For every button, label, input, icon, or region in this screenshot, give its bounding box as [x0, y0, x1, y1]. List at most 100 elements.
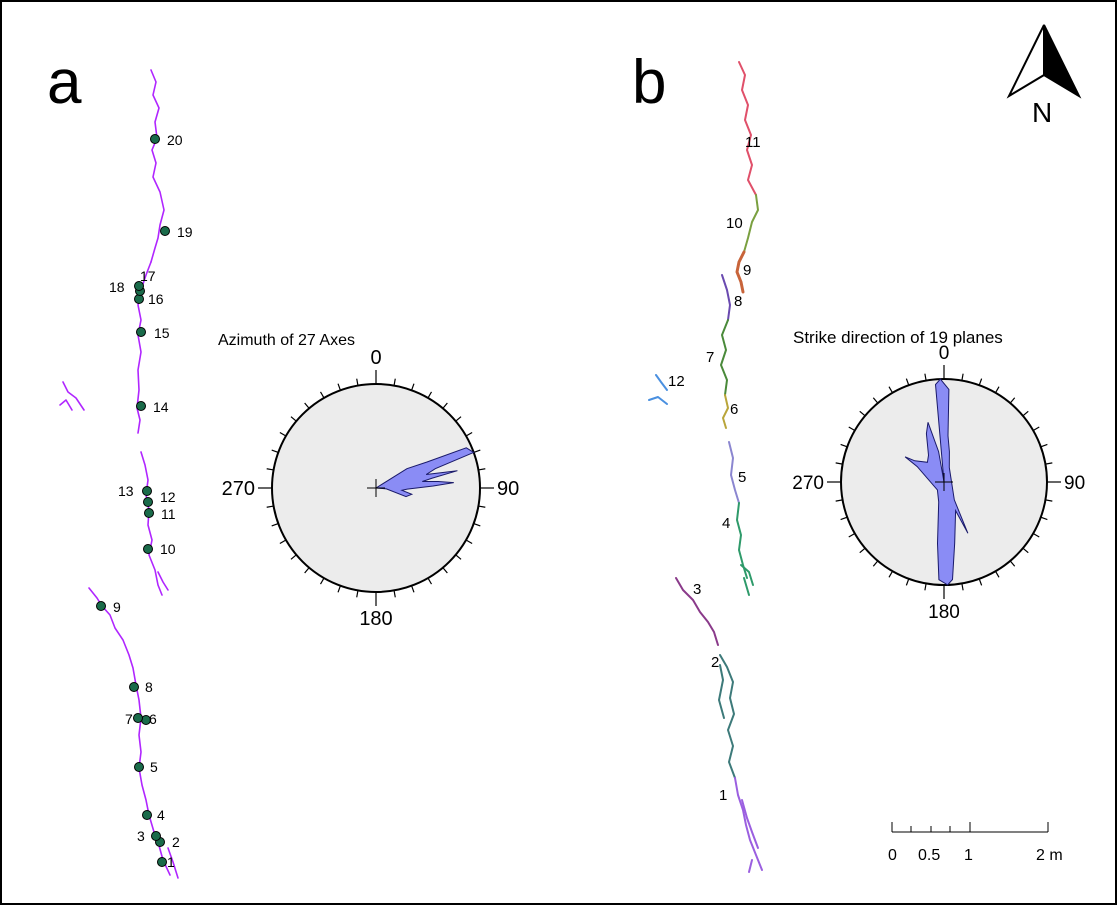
rose-tick [994, 570, 1000, 578]
rose-tick [888, 570, 894, 578]
rose-tick [455, 554, 462, 560]
sample-point-label: 13 [118, 483, 134, 499]
sample-point [143, 544, 153, 554]
rose-a-title: Azimuth of 27 Axes [218, 332, 355, 349]
north-label: N [1032, 97, 1052, 128]
rose-tick [271, 523, 279, 527]
segment-label: 8 [734, 293, 742, 310]
rose-label-n: 0 [370, 347, 381, 369]
scale-label-0-5: 0.5 [918, 847, 940, 864]
sample-point [134, 762, 144, 772]
rose-tick [442, 567, 448, 574]
rose-tick [442, 402, 448, 409]
rose-tick [319, 577, 325, 585]
sample-point-label: 10 [160, 541, 176, 557]
sample-point [96, 601, 106, 611]
fracture-segment-12 [655, 374, 668, 391]
rose-tick [393, 590, 396, 598]
fracture-segment-11 [738, 61, 757, 196]
sample-point [151, 831, 161, 841]
sample-point [150, 134, 160, 144]
fracture-trace [150, 69, 165, 263]
fracture-segment-1 [734, 777, 763, 871]
fracture-segment-9 [735, 250, 746, 294]
rose-tick [465, 431, 473, 437]
fracture-segment-1 [741, 799, 759, 849]
rose-tick [840, 443, 848, 448]
panel-letter-a: a [47, 48, 82, 117]
rose-tick [427, 577, 433, 585]
segment-label: 12 [668, 373, 685, 390]
rose-tick [1040, 443, 1048, 448]
rose-tick [337, 383, 341, 391]
sample-point-label: 14 [153, 399, 169, 415]
fracture-segment-2 [719, 654, 736, 779]
rose-tick [888, 386, 894, 394]
sample-point-label: 4 [157, 807, 165, 823]
rose-tick [1045, 499, 1053, 502]
rose-tick [1040, 516, 1048, 521]
segment-label: 6 [730, 401, 738, 418]
rose-tick [924, 583, 927, 591]
segment-label: 7 [706, 349, 714, 366]
segment-label: 1 [719, 787, 727, 804]
rose-tick [473, 523, 481, 527]
rose-tick [279, 431, 287, 437]
rose-tick [266, 468, 274, 471]
fracture-segment-10 [743, 194, 759, 253]
fracture-traces-b [648, 61, 763, 873]
rose-tick [304, 402, 310, 409]
sample-point-label: 19 [177, 224, 193, 240]
rose-tick [1032, 532, 1040, 538]
sample-point-label: 15 [154, 325, 170, 341]
fracture-segment-6 [722, 394, 729, 429]
sample-point-label: 17 [140, 268, 156, 284]
fracture-segment-7 [720, 319, 729, 396]
rose-tick [978, 378, 983, 386]
sample-point-label: 16 [148, 291, 164, 307]
rose-tick [393, 378, 396, 386]
segment-label: 5 [738, 469, 746, 486]
sample-point [160, 226, 170, 236]
rose-label-w: 270 [222, 478, 255, 500]
rose-tick [1022, 547, 1029, 554]
fracture-segment-4 [743, 577, 750, 596]
rose-tick [1045, 462, 1053, 465]
rose-tick [411, 585, 415, 593]
fracture-segment-8 [721, 274, 731, 321]
sample-point-label: 12 [160, 489, 176, 505]
rose-tick [1032, 426, 1040, 432]
rose-tick [859, 547, 866, 554]
sample-point-label: 5 [150, 759, 158, 775]
rose-tick [356, 378, 359, 386]
rose-label-e: 90 [497, 478, 519, 500]
fracture-trace [167, 847, 179, 879]
rose-tick [872, 397, 879, 404]
fracture-segment-1 [748, 859, 753, 873]
rose-tick [271, 449, 279, 453]
segment-label: 3 [693, 581, 701, 598]
sample-point [129, 682, 139, 692]
rose-label-s: 180 [928, 602, 960, 623]
rose-diagram-b: 0 90 180 270 [792, 343, 1085, 623]
rose-tick [427, 391, 433, 399]
rose-tick [319, 391, 325, 399]
fracture-segment-2 [718, 664, 725, 719]
sample-point-label: 6 [149, 711, 157, 727]
rose-label-w: 270 [792, 473, 824, 494]
rose-tick [337, 585, 341, 593]
sample-point-label: 7 [125, 711, 133, 727]
fracture-segment-4 [740, 564, 754, 586]
rose-tick [465, 539, 473, 545]
sample-point [142, 486, 152, 496]
rose-tick [859, 410, 866, 417]
fracture-segment-12 [648, 396, 668, 405]
sample-point-label: 11 [161, 506, 176, 522]
rose-label-e: 90 [1064, 473, 1085, 494]
sample-point [136, 327, 146, 337]
north-arrow-icon: N [1006, 24, 1082, 128]
rose-label-n: 0 [939, 343, 950, 364]
sample-point-label: 20 [167, 132, 183, 148]
sample-point [143, 497, 153, 507]
